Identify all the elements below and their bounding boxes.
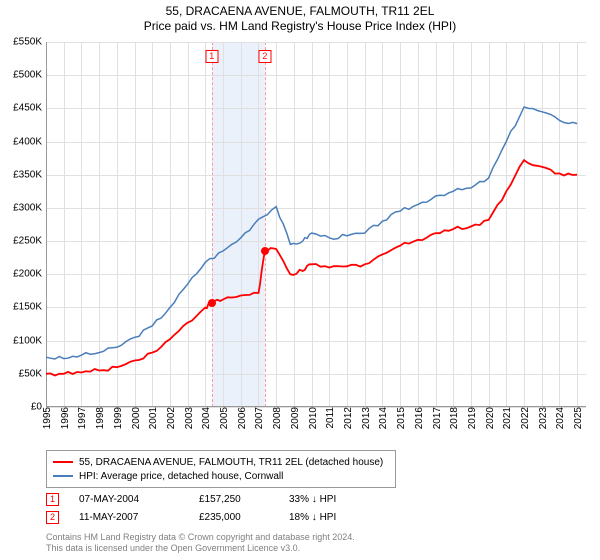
event-date: 07-MAY-2004 <box>79 494 179 505</box>
footer-attribution: Contains HM Land Registry data © Crown c… <box>46 532 355 555</box>
legend-item: HPI: Average price, detached house, Corn… <box>53 469 389 483</box>
legend-swatch <box>53 461 73 463</box>
x-tick-label: 2014 <box>378 407 389 429</box>
y-tick-label: £550K <box>13 37 42 48</box>
chart-title: 55, DRACAENA AVENUE, FALMOUTH, TR11 2EL <box>0 4 600 18</box>
x-tick-label: 2010 <box>308 407 319 429</box>
x-tick-label: 2021 <box>502 407 513 429</box>
x-tick-label: 2020 <box>485 407 496 429</box>
legend: 55, DRACAENA AVENUE, FALMOUTH, TR11 2EL … <box>46 450 396 488</box>
footer-line: Contains HM Land Registry data © Crown c… <box>46 532 355 543</box>
event-marker-icon: 1 <box>46 493 59 506</box>
x-tick-label: 2005 <box>219 407 230 429</box>
x-tick-label: 2000 <box>131 407 142 429</box>
x-tick-label: 2008 <box>272 407 283 429</box>
x-tick-label: 2017 <box>432 407 443 429</box>
x-tick-label: 2002 <box>166 407 177 429</box>
x-tick-label: 2004 <box>201 407 212 429</box>
x-tick-label: 2025 <box>573 407 584 429</box>
y-tick-label: £350K <box>13 169 42 180</box>
chart-title-block: 55, DRACAENA AVENUE, FALMOUTH, TR11 2EL … <box>0 0 600 33</box>
y-tick-label: £150K <box>13 302 42 313</box>
x-tick-label: 2015 <box>396 407 407 429</box>
x-tick-label: 1999 <box>113 407 124 429</box>
legend-item: 55, DRACAENA AVENUE, FALMOUTH, TR11 2EL … <box>53 455 389 469</box>
x-tick-label: 1995 <box>42 407 53 429</box>
event-price: £157,250 <box>199 494 269 505</box>
x-tick-label: 2009 <box>290 407 301 429</box>
y-tick-label: £500K <box>13 70 42 81</box>
series-property <box>46 160 577 375</box>
event-marker-icon: 2 <box>46 511 59 524</box>
event-delta: 33% ↓ HPI <box>289 494 369 505</box>
chart-plot-area: £0£50K£100K£150K£200K£250K£300K£350K£400… <box>46 42 586 407</box>
y-tick-label: £250K <box>13 236 42 247</box>
y-tick-label: £200K <box>13 269 42 280</box>
sale-event-row: 1 07-MAY-2004 £157,250 33% ↓ HPI <box>46 490 586 508</box>
x-tick-label: 2022 <box>520 407 531 429</box>
x-tick-label: 2023 <box>538 407 549 429</box>
x-tick-label: 1996 <box>60 407 71 429</box>
legend-label: 55, DRACAENA AVENUE, FALMOUTH, TR11 2EL … <box>79 457 383 468</box>
y-tick-label: £0 <box>31 402 42 413</box>
x-tick-label: 2011 <box>325 407 336 429</box>
sale-event-row: 2 11-MAY-2007 £235,000 18% ↓ HPI <box>46 508 586 526</box>
x-tick-label: 2012 <box>343 407 354 429</box>
x-tick-label: 2007 <box>254 407 265 429</box>
x-tick-label: 2006 <box>237 407 248 429</box>
x-tick-label: 1997 <box>77 407 88 429</box>
x-tick-label: 2019 <box>467 407 478 429</box>
y-tick-label: £50K <box>19 368 42 379</box>
y-tick-label: £400K <box>13 136 42 147</box>
legend-swatch <box>53 475 73 477</box>
x-tick-label: 2024 <box>555 407 566 429</box>
series-hpi <box>46 107 577 359</box>
x-tick-label: 2016 <box>414 407 425 429</box>
y-tick-label: £100K <box>13 335 42 346</box>
event-delta: 18% ↓ HPI <box>289 512 369 523</box>
y-tick-label: £450K <box>13 103 42 114</box>
sale-events: 1 07-MAY-2004 £157,250 33% ↓ HPI 2 11-MA… <box>46 490 586 526</box>
event-date: 11-MAY-2007 <box>79 512 179 523</box>
event-price: £235,000 <box>199 512 269 523</box>
x-tick-label: 2018 <box>449 407 460 429</box>
chart-subtitle: Price paid vs. HM Land Registry's House … <box>0 19 600 33</box>
x-tick-label: 1998 <box>95 407 106 429</box>
x-tick-label: 2003 <box>184 407 195 429</box>
footer-line: This data is licensed under the Open Gov… <box>46 543 355 554</box>
x-tick-label: 2013 <box>361 407 372 429</box>
x-tick-label: 2001 <box>148 407 159 429</box>
legend-label: HPI: Average price, detached house, Corn… <box>79 471 283 482</box>
y-tick-label: £300K <box>13 202 42 213</box>
